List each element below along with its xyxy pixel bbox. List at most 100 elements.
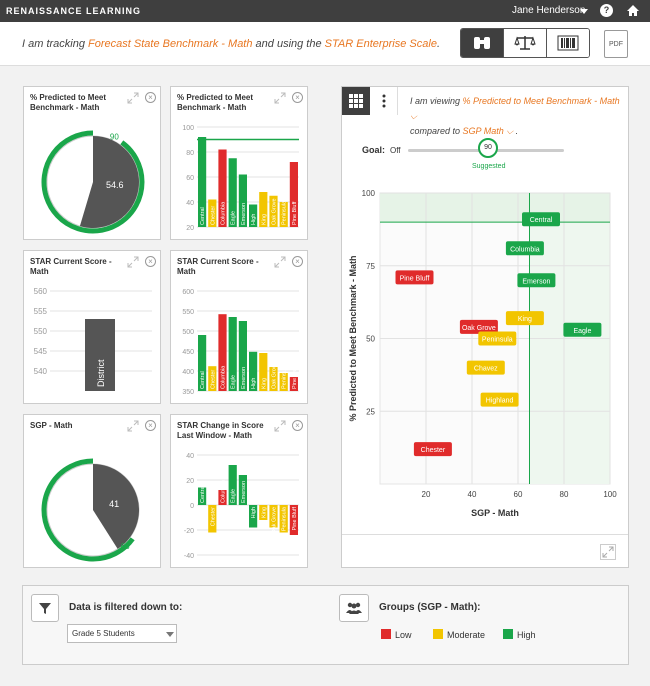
expand-icon[interactable] [274, 92, 286, 104]
close-icon[interactable]: × [145, 420, 156, 431]
y-tick-label: 0 [190, 503, 194, 510]
point-label: Emerson [522, 278, 550, 285]
tile-district-score[interactable]: 540 545 550 555 560 District STAR Current Sco… [23, 250, 161, 404]
close-icon[interactable]: × [145, 92, 156, 103]
close-icon[interactable]: × [292, 256, 303, 267]
bar-label: Emerson [241, 481, 247, 503]
bar-label: Peninsula [282, 506, 288, 531]
bar-label: King [261, 378, 267, 389]
barcode-view-button[interactable] [547, 29, 589, 57]
bar-king [259, 353, 268, 391]
tile-title: STAR Current Score - Math [30, 257, 112, 276]
benchmark-bar-chart: 20 40 60 80 100 Central Chester Columbia Eagle Em… [182, 125, 299, 232]
groups-button[interactable] [339, 594, 369, 622]
chevron-down-icon[interactable]: ⌵ [410, 111, 417, 121]
x-tick-label: 40 [468, 490, 477, 499]
scatter-chart: 20 40 60 80 100 25 50 75 100 SGP - Math % Predicte… [348, 189, 617, 518]
x-metric-dropdown[interactable]: SGP Math [462, 126, 504, 136]
bar-label: Pine Bluff [292, 201, 298, 225]
x-tick-label: 80 [560, 490, 569, 499]
top-bar: RENAISSANCE LEARNING Jane Henderson ? [0, 0, 650, 22]
bar-label: Peninsula [282, 200, 288, 225]
bar-emerson [238, 174, 247, 227]
home-icon[interactable] [626, 4, 640, 17]
y-tick-label: 540 [34, 367, 48, 376]
point-label: Chester [421, 447, 446, 454]
help-icon[interactable]: ? [600, 4, 613, 17]
bar-emerson [238, 475, 247, 505]
tracking-bar: I am tracking Forecast State Benchmark -… [0, 22, 650, 66]
bar-eagle [228, 317, 237, 391]
bar-label: King [261, 214, 267, 225]
filter-button[interactable] [31, 594, 59, 622]
people-group-icon [346, 602, 362, 614]
bar-label: Oak Grove [272, 507, 278, 534]
y-tick-label: 550 [182, 309, 194, 316]
y-tick-label: 40 [186, 200, 194, 207]
bar-label: Columbia [221, 479, 227, 503]
goal-off-label: Off [390, 146, 401, 155]
y-tick-label: -20 [184, 528, 194, 535]
goal-slider-handle[interactable]: 90 [478, 138, 498, 158]
bar-peninsula [279, 373, 288, 391]
point-king [505, 311, 544, 326]
user-name[interactable]: Jane Henderson [512, 5, 586, 16]
grid-view-button[interactable] [342, 87, 370, 115]
goal-suggested-label: Suggested [472, 163, 506, 170]
expand-icon[interactable] [127, 92, 139, 104]
close-icon[interactable]: × [292, 420, 303, 431]
chevron-down-icon[interactable]: ⌵ [503, 126, 514, 136]
gauge-goal-label: 90 [110, 132, 119, 141]
point-highland [480, 392, 519, 407]
tracking-middle: and using the [252, 38, 325, 50]
renaissance-logo: RENAISSANCE LEARNING [6, 6, 142, 16]
expand-icon[interactable] [274, 256, 286, 268]
legend-high: High [503, 629, 536, 640]
expand-icon[interactable] [127, 256, 139, 268]
tile-title: SGP - Math [30, 421, 73, 430]
point-label: Central [530, 217, 553, 224]
scale-link[interactable]: STAR Enterprise Scale [324, 38, 437, 50]
y-tick-label: 40 [186, 453, 194, 460]
bar-label: High [251, 214, 257, 225]
bar-district [85, 319, 115, 391]
chevron-down-icon[interactable] [166, 632, 174, 637]
point-eagle [563, 322, 602, 337]
gauge-goal-arc [41, 130, 145, 234]
tile-benchmark-bars[interactable]: 20 40 60 80 100 Central Chester Columbia Eagle Em… [170, 86, 308, 240]
tile-benchmark-gauge[interactable]: 54.6 90 % Predicted to Meet Benchmark - M… [23, 86, 161, 240]
user-menu-caret-icon[interactable] [580, 9, 588, 14]
legend-label: Low [395, 630, 412, 640]
y-tick-label: 60 [186, 175, 194, 182]
y-metric-dropdown[interactable]: % Predicted to Meet Benchmark - Math [462, 96, 620, 106]
close-icon[interactable]: × [145, 256, 156, 267]
expand-icon[interactable] [127, 420, 139, 432]
point-label: Eagle [573, 328, 591, 335]
tile-score-change[interactable]: -40 -20 0 20 40 Central Chester Columbia Eagle Em… [170, 414, 308, 568]
y-tick-label: 450 [182, 349, 194, 356]
grade-select[interactable]: Grade 5 Students [67, 624, 177, 643]
legend-swatch [381, 629, 391, 639]
pdf-export-button[interactable]: PDF [604, 30, 628, 58]
bar-label: Emerson [241, 367, 247, 389]
bar-eagle [228, 465, 237, 505]
bar-central [198, 137, 207, 227]
legend-swatch [503, 629, 513, 639]
bar-label: Eagle [231, 211, 237, 225]
binoculars-view-button[interactable] [461, 29, 504, 57]
more-options-button[interactable] [370, 87, 398, 115]
expand-icon[interactable] [274, 420, 286, 432]
tile-sgp-gauge[interactable]: 41 65 SGP - Math × [23, 414, 161, 568]
point-emerson [517, 273, 556, 288]
expand-icon[interactable] [600, 544, 616, 560]
goal-label: Goal: [362, 145, 386, 155]
balance-view-button[interactable] [504, 29, 547, 57]
benchmark-link[interactable]: Forecast State Benchmark - Math [88, 38, 253, 50]
point-columbia [505, 241, 544, 256]
bar-columbia [218, 490, 227, 505]
close-icon[interactable]: × [292, 92, 303, 103]
tile-school-scores[interactable]: 350 400 450 500 550 600 Central Chester Columbia… [170, 250, 308, 404]
y-tick-label: 100 [362, 189, 376, 198]
bar-label: Columbia [221, 365, 227, 389]
gauge-value-label: 41 [109, 499, 119, 509]
